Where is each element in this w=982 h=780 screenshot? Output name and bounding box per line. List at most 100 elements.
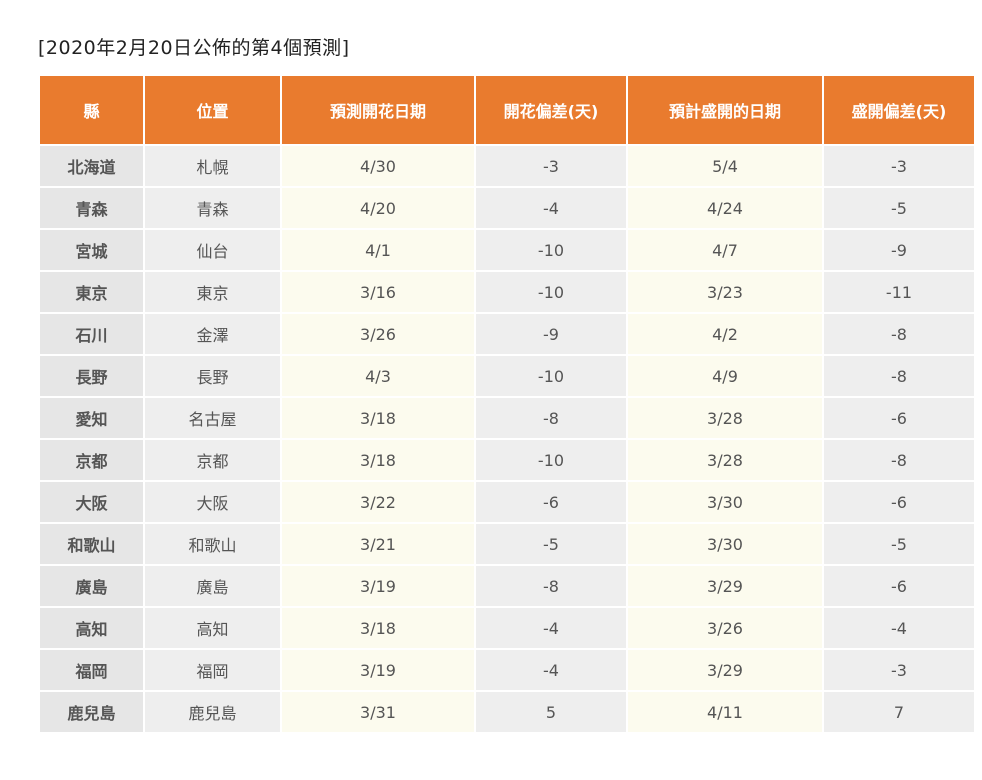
cell-prefecture: 長野 [40, 356, 143, 396]
cell-full-bloom-date: 4/9 [628, 356, 822, 396]
cell-full-bloom-date: 3/30 [628, 482, 822, 522]
cell-full-bloom-deviation: -5 [824, 524, 974, 564]
cell-full-bloom-date: 3/28 [628, 398, 822, 438]
table-row: 高知 高知 3/18 -4 3/26 -4 [40, 608, 974, 648]
cell-location: 金澤 [145, 314, 280, 354]
forecast-table: 縣 位置 預測開花日期 開花偏差(天) 預計盛開的日期 盛開偏差(天) 北海道札… [38, 74, 976, 734]
cell-full-bloom-date: 3/29 [628, 650, 822, 690]
cell-full-bloom-deviation: -8 [824, 440, 974, 480]
page-title: [2020年2月20日公佈的第4個預測] [38, 37, 350, 59]
cell-bloom-date: 3/16 [282, 272, 474, 312]
cell-full-bloom-date: 3/30 [628, 524, 822, 564]
cell-bloom-date: 3/18 [282, 440, 474, 480]
cell-location: 福岡 [145, 650, 280, 690]
cell-full-bloom-date: 4/11 [628, 692, 822, 732]
cell-location: 青森 [145, 188, 280, 228]
cell-full-bloom-date: 4/2 [628, 314, 822, 354]
cell-location: 和歌山 [145, 524, 280, 564]
cell-location: 長野 [145, 356, 280, 396]
cell-full-bloom-deviation: -6 [824, 398, 974, 438]
table-row: 福岡 福岡 3/19 -4 3/29 -3 [40, 650, 974, 690]
cell-full-bloom-date: 3/23 [628, 272, 822, 312]
cell-full-bloom-deviation: -11 [824, 272, 974, 312]
cell-bloom-deviation: -9 [476, 314, 626, 354]
cell-bloom-date: 3/22 [282, 482, 474, 522]
header-location: 位置 [145, 76, 280, 144]
cell-bloom-deviation: 5 [476, 692, 626, 732]
header-bloom-date: 預測開花日期 [282, 76, 474, 144]
cell-full-bloom-deviation: -8 [824, 356, 974, 396]
header-row: 縣 位置 預測開花日期 開花偏差(天) 預計盛開的日期 盛開偏差(天) [40, 76, 974, 144]
cell-full-bloom-deviation: -6 [824, 566, 974, 606]
cell-bloom-deviation: -10 [476, 272, 626, 312]
cell-location: 札幌 [145, 146, 280, 186]
cell-bloom-date: 4/1 [282, 230, 474, 270]
cell-location: 名古屋 [145, 398, 280, 438]
cell-bloom-deviation: -4 [476, 188, 626, 228]
cell-prefecture: 和歌山 [40, 524, 143, 564]
cell-bloom-deviation: -4 [476, 650, 626, 690]
cell-prefecture: 京都 [40, 440, 143, 480]
cell-bloom-date: 3/21 [282, 524, 474, 564]
cell-full-bloom-date: 4/7 [628, 230, 822, 270]
cell-full-bloom-deviation: -3 [824, 146, 974, 186]
cell-bloom-deviation: -8 [476, 566, 626, 606]
cell-bloom-date: 4/3 [282, 356, 474, 396]
table-row: 宮城 仙台 4/1 -10 4/7 -9 [40, 230, 974, 270]
header-bloom-deviation: 開花偏差(天) [476, 76, 626, 144]
cell-bloom-deviation: -10 [476, 356, 626, 396]
cell-location: 京都 [145, 440, 280, 480]
cell-prefecture: 福岡 [40, 650, 143, 690]
cell-location: 仙台 [145, 230, 280, 270]
cell-full-bloom-date: 5/4 [628, 146, 822, 186]
cell-full-bloom-deviation: -8 [824, 314, 974, 354]
cell-bloom-date: 3/19 [282, 566, 474, 606]
cell-bloom-date: 3/26 [282, 314, 474, 354]
table-body: 北海道 札幌 4/30 -3 5/4 -3 青森 青森 4/20 -4 4/24 -5 宮城 仙台 4/1-… [40, 146, 974, 732]
cell-bloom-deviation: -4 [476, 608, 626, 648]
cell-location: 東京 [145, 272, 280, 312]
cell-bloom-date: 4/20 [282, 188, 474, 228]
header-prefecture: 縣 [40, 76, 143, 144]
cell-full-bloom-date: 3/29 [628, 566, 822, 606]
cell-location: 高知 [145, 608, 280, 648]
cell-location: 大阪 [145, 482, 280, 522]
cell-bloom-deviation: -10 [476, 230, 626, 270]
cell-full-bloom-date: 4/24 [628, 188, 822, 228]
table-row: 大阪 大阪 3/22 -6 3/30 -6 [40, 482, 974, 522]
table-row: 鹿兒島 鹿兒島 3/31 5 4/11 7 [40, 692, 974, 732]
cell-prefecture: 石川 [40, 314, 143, 354]
cell-prefecture: 鹿兒島 [40, 692, 143, 732]
cell-prefecture: 愛知 [40, 398, 143, 438]
cell-bloom-deviation: -3 [476, 146, 626, 186]
table-row: 京都 京都 3/18 -10 3/28 -8 [40, 440, 974, 480]
cell-bloom-deviation: -5 [476, 524, 626, 564]
cell-prefecture: 青森 [40, 188, 143, 228]
table-row: 愛知 名古屋 3/18 -8 3/28 -6 [40, 398, 974, 438]
cell-full-bloom-date: 3/28 [628, 440, 822, 480]
table-row: 青森 青森 4/20 -4 4/24 -5 [40, 188, 974, 228]
cell-prefecture: 大阪 [40, 482, 143, 522]
header-full-bloom-deviation: 盛開偏差(天) [824, 76, 974, 144]
cell-full-bloom-deviation: -3 [824, 650, 974, 690]
cell-bloom-deviation: -8 [476, 398, 626, 438]
table-row: 石川 金澤 3/26 -9 4/2 -8 [40, 314, 974, 354]
cell-bloom-date: 4/30 [282, 146, 474, 186]
table-row: 長野 長野 4/3 -10 4/9 -8 [40, 356, 974, 396]
cell-full-bloom-date: 3/26 [628, 608, 822, 648]
cell-prefecture: 廣島 [40, 566, 143, 606]
cell-prefecture: 高知 [40, 608, 143, 648]
cell-prefecture: 宮城 [40, 230, 143, 270]
header-full-bloom-date: 預計盛開的日期 [628, 76, 822, 144]
cell-full-bloom-deviation: -9 [824, 230, 974, 270]
cell-prefecture: 東京 [40, 272, 143, 312]
cell-location: 廣島 [145, 566, 280, 606]
table-row: 北海道 札幌 4/30 -3 5/4 -3 [40, 146, 974, 186]
cell-prefecture: 北海道 [40, 146, 143, 186]
cell-bloom-deviation: -6 [476, 482, 626, 522]
table-row: 和歌山 和歌山 3/21 -5 3/30 -5 [40, 524, 974, 564]
cell-full-bloom-deviation: -5 [824, 188, 974, 228]
cell-full-bloom-deviation: 7 [824, 692, 974, 732]
cell-bloom-date: 3/31 [282, 692, 474, 732]
cell-bloom-date: 3/19 [282, 650, 474, 690]
